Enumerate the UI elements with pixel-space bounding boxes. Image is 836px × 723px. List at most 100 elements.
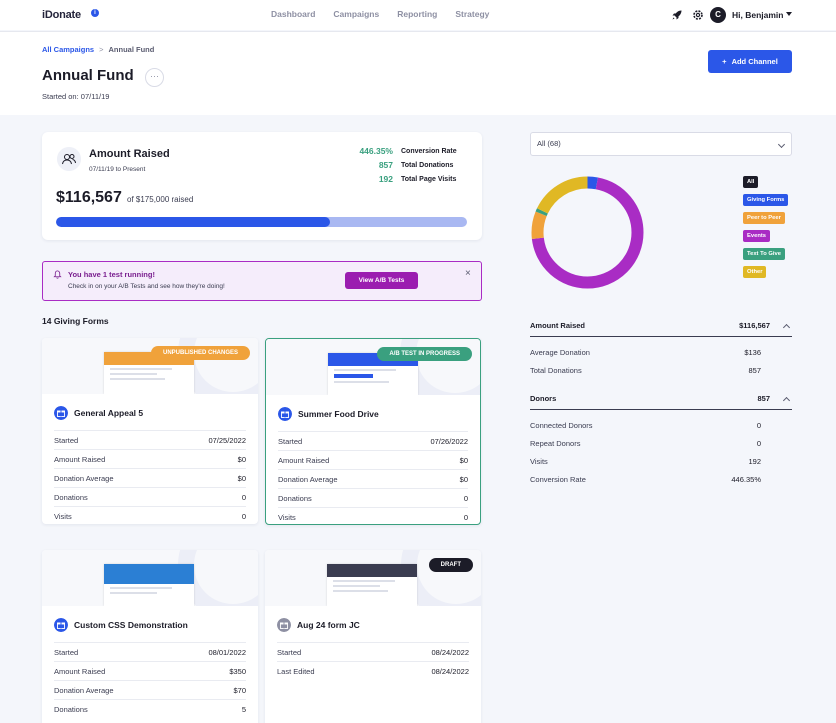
donors-summary-header[interactable]: Donors 857 xyxy=(530,388,792,410)
form-name[interactable]: General Appeal 5 xyxy=(74,408,144,418)
avatar[interactable]: C xyxy=(710,7,726,23)
legend-events[interactable]: Events xyxy=(743,230,771,242)
stat-value: 192 xyxy=(378,174,393,184)
started-date: Started on: 07/11/19 xyxy=(42,92,110,101)
form-stat-row: Amount Raised $0 xyxy=(278,450,468,469)
breadcrumb-all-campaigns[interactable]: All Campaigns xyxy=(42,45,95,54)
stat-label: Amount Raised xyxy=(278,455,330,465)
stat-label: Visits xyxy=(54,511,72,521)
top-nav: iDonate i Dashboard Campaigns Reporting … xyxy=(0,0,836,30)
stat-value: $0 xyxy=(459,455,468,465)
preview-header-bar xyxy=(104,564,194,584)
stat-label: Conversion Rate xyxy=(401,147,457,155)
view-ab-tests-button[interactable]: View A/B Tests xyxy=(345,272,418,289)
summary-row: Connected Donors 0 xyxy=(530,416,792,434)
nav-strategy[interactable]: Strategy xyxy=(455,9,490,19)
form-card-header: Summer Food Drive xyxy=(266,395,480,431)
add-channel-label: Add Channel xyxy=(731,57,778,66)
form-name[interactable]: Custom CSS Demonstration xyxy=(74,620,188,630)
form-stat-row: Visits 0 xyxy=(54,506,246,524)
form-thumbnail xyxy=(42,550,258,606)
summary-value: 857 xyxy=(748,365,761,375)
preview-header-bar xyxy=(327,564,417,577)
nav-reporting[interactable]: Reporting xyxy=(397,9,438,19)
gear-icon[interactable] xyxy=(692,9,704,21)
form-stat-row: Donation Average $70 xyxy=(54,680,246,699)
donut-slice-peer-to-peer xyxy=(531,176,644,289)
campaign-header: All Campaigns > Annual Fund Annual Fund … xyxy=(0,31,836,115)
form-stat-row: Amount Raised $0 xyxy=(54,449,246,468)
summary-row: Visits 192 xyxy=(530,452,792,470)
stat-value: 0 xyxy=(241,511,246,521)
form-thumbnail: UNPUBLISHED CHANGES xyxy=(42,338,258,394)
nav-campaigns[interactable]: Campaigns xyxy=(333,9,380,19)
ab-test-banner: You have 1 test running! Check in on you… xyxy=(42,261,482,301)
form-thumbnail: DRAFT xyxy=(265,550,481,606)
stat-label: Last Edited xyxy=(277,666,315,676)
form-preview-image xyxy=(104,564,194,606)
stat-value: $350 xyxy=(229,666,246,676)
amount-summary-section: Amount Raised $116,567 Average Donation $… xyxy=(530,315,792,379)
info-icon[interactable]: i xyxy=(91,9,99,17)
chevron-up-icon[interactable] xyxy=(782,323,791,331)
form-thumbnail: A/B TEST IN PROGRESS xyxy=(266,339,480,395)
people-icon xyxy=(57,147,81,171)
chevron-down-icon[interactable] xyxy=(786,12,792,16)
stat-label: Started xyxy=(54,647,79,657)
form-card[interactable]: Custom CSS Demonstration Started 08/01/20… xyxy=(42,550,258,723)
form-card[interactable]: A/B TEST IN PROGRESS Summer Food Drive S… xyxy=(265,338,481,525)
legend-all[interactable]: All xyxy=(743,176,759,188)
status-badge: UNPUBLISHED CHANGES xyxy=(150,346,250,360)
more-options-button[interactable]: ··· xyxy=(145,68,164,87)
legend-text-to-give[interactable]: Text To Give xyxy=(743,248,785,260)
form-card-header: Custom CSS Demonstration xyxy=(42,606,258,642)
summary-value: $136 xyxy=(744,347,761,357)
test-banner-subtitle: Check in on your A/B Tests and see how t… xyxy=(68,283,225,290)
summary-row: Total Donations 857 xyxy=(530,361,792,379)
add-channel-button[interactable]: + Add Channel xyxy=(708,50,792,73)
legend-giving-forms[interactable]: Giving Forms xyxy=(743,194,789,206)
stat-label: Started xyxy=(277,647,302,657)
form-stat-row: Started 08/24/2022 xyxy=(277,642,469,661)
summary-label: Average Donation xyxy=(530,347,590,357)
form-card[interactable]: UNPUBLISHED CHANGES General Appeal 5 Sta… xyxy=(42,338,258,524)
breadcrumb: All Campaigns > Annual Fund xyxy=(42,45,154,54)
summary-row: Repeat Donors 0 xyxy=(530,434,792,452)
user-menu[interactable]: Hi, Benjamin xyxy=(732,10,784,20)
nav-links: Dashboard Campaigns Reporting Strategy xyxy=(271,9,489,19)
section-title: Amount Raised xyxy=(530,321,586,330)
form-stat-row: Visits 0 xyxy=(278,507,468,524)
stat-label: Amount Raised xyxy=(54,666,106,676)
form-stat-row: Donations 0 xyxy=(54,487,246,506)
nav-dashboard[interactable]: Dashboard xyxy=(271,9,316,19)
form-stat-row: Donation Average $0 xyxy=(278,469,468,488)
section-value: $116,567 xyxy=(739,321,770,330)
summary-row: Average Donation $136 xyxy=(530,343,792,361)
form-card[interactable]: DRAFT Aug 24 form JC Started 08/24/2022 L… xyxy=(265,550,481,723)
logo[interactable]: iDonate xyxy=(42,9,81,21)
stat-value: 0 xyxy=(463,512,468,522)
channel-filter-select[interactable]: All (68) xyxy=(530,132,792,156)
stat-value: $70 xyxy=(233,685,246,695)
legend-other[interactable]: Other xyxy=(743,266,767,278)
chevron-up-icon[interactable] xyxy=(782,396,791,404)
summary-value: 0 xyxy=(756,438,761,448)
close-icon[interactable]: × xyxy=(465,268,471,279)
form-name[interactable]: Aug 24 form JC xyxy=(297,620,360,630)
chevron-down-icon xyxy=(777,140,786,149)
gift-icon xyxy=(278,407,292,421)
stat-value: 07/26/2022 xyxy=(430,436,468,446)
legend-peer-to-peer[interactable]: Peer to Peer xyxy=(743,212,785,224)
stat-label: Total Page Visits xyxy=(401,175,457,183)
amount-summary-header[interactable]: Amount Raised $116,567 xyxy=(530,315,792,337)
giving-forms-count: 14 Giving Forms xyxy=(42,316,109,326)
stat-value: 0 xyxy=(241,492,246,502)
chart-legend: All Giving Forms Peer to Peer Events Tex… xyxy=(743,176,789,278)
rocket-icon[interactable] xyxy=(671,9,683,21)
stat-value: 07/25/2022 xyxy=(208,435,246,445)
stat-label: Donation Average xyxy=(54,685,114,695)
form-name[interactable]: Summer Food Drive xyxy=(298,409,379,419)
chevron-right-icon: > xyxy=(99,45,104,54)
stat-label: Started xyxy=(54,435,79,445)
breadcrumb-current: Annual Fund xyxy=(108,45,155,54)
